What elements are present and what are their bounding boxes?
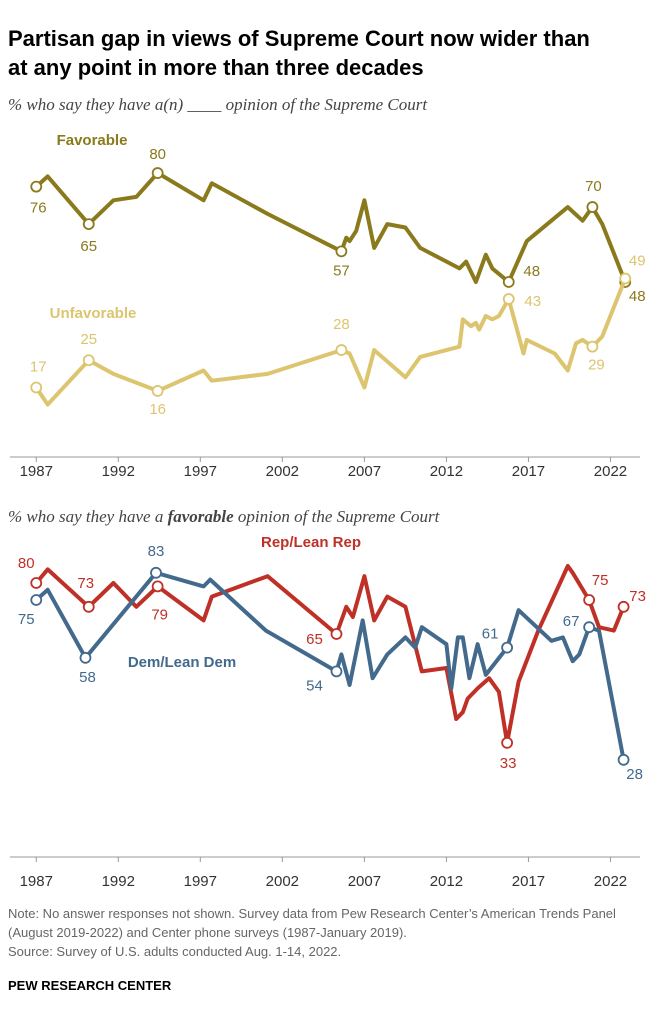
series-label: Rep/Lean Rep: [261, 534, 361, 551]
point-marker: [30, 577, 43, 589]
point-marker: [330, 665, 343, 678]
point-marker: [151, 580, 164, 593]
x-tick-label: 1997: [184, 463, 217, 480]
point-marker: [151, 167, 164, 179]
point-marker: [151, 385, 164, 397]
x-tick-label: 2012: [430, 873, 463, 890]
source: Source: Survey of U.S. adults conducted …: [8, 944, 342, 959]
title: Partisan gap in views of Supreme Court n…: [8, 26, 590, 80]
x-tick-label: 2007: [348, 873, 381, 890]
x-tick-label: 1987: [20, 463, 53, 480]
series-line: [34, 564, 626, 745]
point-marker: [82, 600, 95, 613]
series-label: Unfavorable: [50, 305, 137, 322]
series-label: Favorable: [57, 132, 128, 149]
data-label: 48: [523, 263, 540, 280]
point-marker: [335, 344, 348, 356]
point-marker: [501, 641, 514, 654]
subtitle-part: % who say they have a(n) ____ opinion of…: [8, 95, 428, 114]
x-tick-label: 2017: [512, 873, 545, 890]
series-line: [34, 570, 626, 761]
x-tick-label: 2007: [348, 463, 381, 480]
data-label: 65: [306, 631, 323, 648]
data-label: 73: [77, 575, 94, 592]
x-tick-label: 1992: [102, 463, 135, 480]
data-label: 49: [629, 253, 646, 270]
subtitle-part: opinion of the Supreme Court: [234, 507, 441, 526]
data-label: 80: [149, 146, 166, 163]
point-marker: [79, 651, 92, 664]
point-marker: [617, 753, 630, 766]
data-label: 58: [79, 669, 96, 686]
point-marker: [30, 180, 43, 193]
data-label: 79: [151, 606, 168, 623]
data-label: 48: [629, 288, 646, 305]
x-tick-label: 2012: [430, 463, 463, 480]
point-marker: [586, 340, 599, 353]
x-tick-label: 1987: [20, 873, 53, 890]
subtitle-part: favorable: [168, 507, 235, 526]
x-tick-label: 2022: [594, 873, 627, 890]
data-label: 61: [482, 626, 499, 643]
data-label: 54: [306, 677, 323, 694]
series-label: Dem/Lean Dem: [128, 654, 236, 671]
data-label: 70: [585, 178, 602, 195]
point-marker: [501, 736, 514, 749]
point-marker: [502, 276, 515, 288]
data-label: 75: [18, 611, 35, 628]
data-label: 17: [30, 358, 47, 375]
data-label: 28: [626, 766, 643, 783]
point-marker: [150, 566, 162, 579]
series-line: [34, 277, 628, 407]
data-label: 29: [588, 357, 605, 374]
x-tick-label: 2017: [512, 463, 545, 480]
data-label: 25: [80, 331, 97, 348]
point-marker: [82, 218, 95, 231]
point-marker: [30, 381, 43, 394]
data-label: 75: [592, 572, 609, 589]
data-label: 83: [148, 543, 165, 560]
point-marker: [619, 272, 632, 285]
x-tick-label: 2022: [594, 463, 627, 480]
point-marker: [583, 621, 596, 634]
point-marker: [330, 628, 343, 640]
data-label: 33: [500, 755, 517, 772]
subtitle: % who say they have a favorable opinion …: [8, 507, 441, 526]
subtitle: % who say they have a(n) ____ opinion of…: [8, 95, 428, 114]
x-tick-label: 2002: [266, 873, 299, 890]
point-marker: [583, 594, 596, 606]
point-marker: [617, 600, 630, 613]
point-marker: [502, 293, 515, 305]
note: Note: No answer responses not shown. Sur…: [8, 906, 616, 940]
subtitle-part: % who say they have a: [8, 507, 168, 526]
point-marker: [30, 594, 43, 606]
x-tick-label: 2002: [266, 463, 299, 480]
data-label: 57: [333, 262, 350, 279]
credit: PEW RESEARCH CENTER: [8, 978, 172, 993]
point-marker: [335, 245, 348, 258]
point-marker: [82, 354, 95, 367]
x-tick-label: 1992: [102, 873, 135, 890]
data-label: 80: [18, 555, 35, 572]
data-label: 16: [149, 401, 166, 418]
data-label: 65: [80, 238, 97, 255]
x-tick-label: 1997: [184, 873, 217, 890]
data-label: 28: [333, 316, 350, 333]
data-label: 67: [563, 613, 580, 630]
data-label: 43: [524, 293, 541, 310]
data-label: 73: [629, 588, 646, 605]
point-marker: [586, 201, 599, 213]
data-label: 76: [30, 200, 47, 217]
